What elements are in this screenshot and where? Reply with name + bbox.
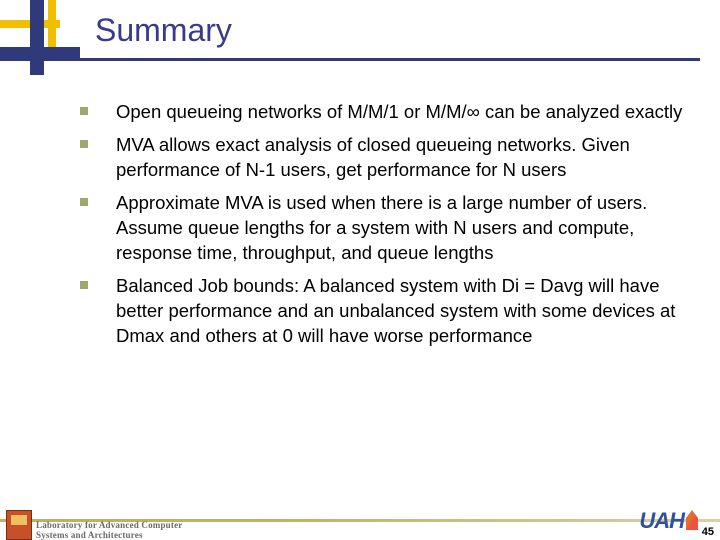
list-item: Open queueing networks of M/M/1 or M/M/∞…	[60, 100, 690, 125]
bullet-square-icon	[80, 140, 88, 148]
slide-container: Summary Open queueing networks of M/M/1 …	[0, 0, 720, 540]
page-number: 45	[702, 526, 714, 538]
bullet-square-icon	[80, 198, 88, 206]
list-item: Balanced Job bounds: A balanced system w…	[60, 274, 690, 349]
content-area: Open queueing networks of M/M/1 or M/M/∞…	[60, 100, 690, 357]
list-item: Approximate MVA is used when there is a …	[60, 191, 690, 266]
lab-name-line2: Systems and Architectures	[36, 530, 182, 540]
list-item: MVA allows exact analysis of closed queu…	[60, 133, 690, 183]
footer: Laboratory for Advanced Computer Systems…	[0, 498, 720, 540]
title-underline	[80, 58, 700, 61]
lab-logo-icon	[6, 510, 32, 540]
accent-navy-vertical	[30, 0, 44, 75]
bullet-text: MVA allows exact analysis of closed queu…	[116, 133, 690, 183]
bullet-square-icon	[80, 281, 88, 289]
bullet-square-icon	[80, 107, 88, 115]
accent-navy-horizontal	[0, 47, 80, 61]
bullet-text: Open queueing networks of M/M/1 or M/M/∞…	[116, 100, 690, 125]
bullet-text: Balanced Job bounds: A balanced system w…	[116, 274, 690, 349]
uah-logo: UAH	[639, 508, 684, 534]
corner-accent-block	[0, 0, 60, 60]
page-title: Summary	[95, 12, 232, 49]
lab-name: Laboratory for Advanced Computer Systems…	[36, 520, 182, 540]
bullet-text: Approximate MVA is used when there is a …	[116, 191, 690, 266]
lab-name-line1: Laboratory for Advanced Computer	[36, 520, 182, 530]
